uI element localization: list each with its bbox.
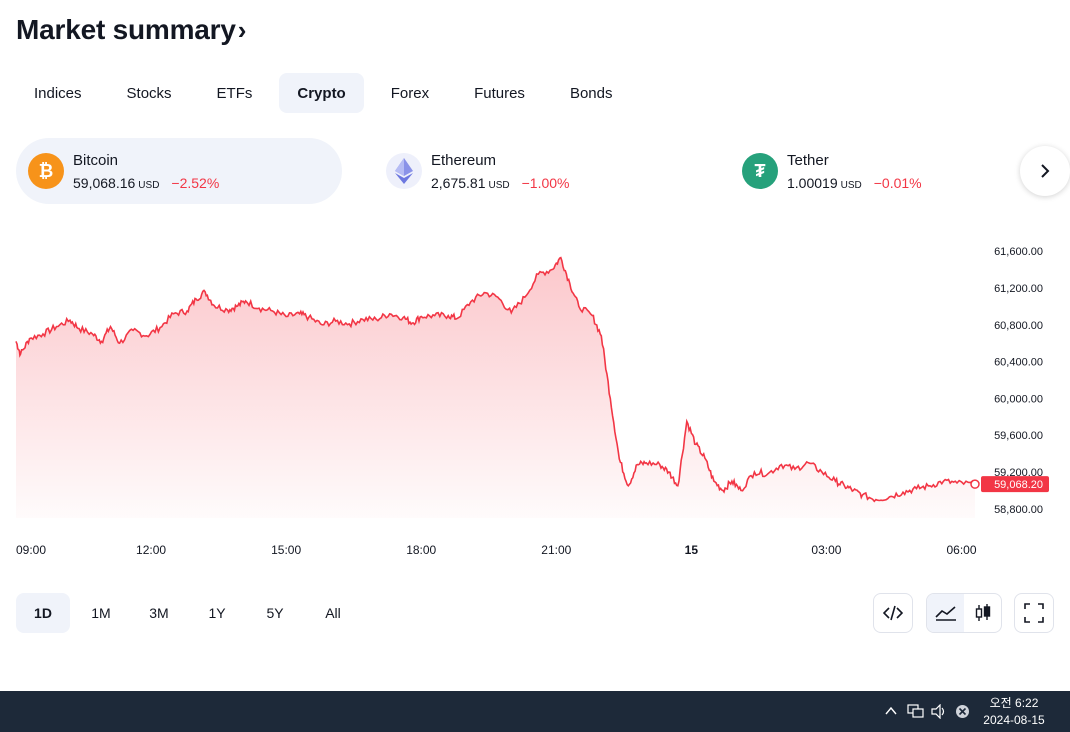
x-tick-label: 06:00 [946, 543, 976, 557]
range-label: 3M [149, 605, 169, 621]
ticker-strip: ₿ Bitcoin 59,068.16 USD −2.52% Ethereum … [16, 138, 1070, 204]
x-tick-label: 15 [685, 543, 699, 557]
embed-button[interactable] [873, 593, 913, 633]
ticker-name: Tether [787, 151, 829, 169]
chart-type-toggle [926, 593, 1002, 633]
tab-label: Crypto [297, 84, 346, 102]
ticker-change: −2.52% [171, 174, 220, 191]
tab-crypto[interactable]: Crypto [279, 73, 364, 113]
area-chart-button[interactable] [927, 594, 964, 632]
y-tick-label: 61,200.00 [994, 283, 1043, 295]
y-tick-label: 59,600.00 [994, 430, 1043, 442]
y-tick-label: 60,000.00 [994, 393, 1043, 405]
volume-icon[interactable] [931, 704, 949, 719]
tether-glyph: ₮ [754, 160, 766, 181]
ticker-change: −0.01% [873, 174, 922, 191]
tab-label: Indices [34, 84, 82, 102]
ticker-price: 59,068.16 [73, 174, 136, 191]
tab-etfs[interactable]: ETFs [199, 73, 271, 113]
ticker-ethereum[interactable]: Ethereum 2,675.81 USD −1.00% [374, 138, 694, 204]
system-clock[interactable]: 오전 6:22 2024-08-15 [980, 695, 1048, 729]
y-tick-label: 61,600.00 [994, 246, 1043, 258]
x-tick-label: 03:00 [811, 543, 841, 557]
x-tick-label: 12:00 [136, 543, 166, 557]
last-price-dot [970, 479, 980, 489]
tab-forex[interactable]: Forex [373, 73, 447, 113]
range-5y-button[interactable]: 5Y [248, 593, 302, 633]
ticker-name: Ethereum [431, 151, 497, 169]
chart-series-line [15, 256, 976, 503]
network-icon[interactable] [907, 704, 925, 719]
chevron-right-icon: › [237, 14, 247, 45]
last-price-marker: 59,068.20 [970, 476, 1049, 493]
tab-label: Stocks [126, 84, 172, 102]
tab-bonds[interactable]: Bonds [552, 73, 631, 113]
clock-date: 2024-08-15 [983, 713, 1045, 727]
x-tick-label: 09:00 [16, 543, 46, 557]
range-1m-button[interactable]: 1M [74, 593, 128, 633]
chevron-up-icon[interactable] [885, 706, 897, 716]
range-selector: 1D 1M 3M 1Y 5Y All [16, 593, 364, 633]
next-tickers-button[interactable] [1020, 146, 1070, 196]
tab-label: ETFs [216, 84, 253, 102]
y-tick-label: 60,400.00 [994, 357, 1043, 369]
ethereum-icon [386, 153, 422, 189]
y-tick-label: 58,800.00 [994, 504, 1043, 516]
range-label: 1Y [208, 605, 226, 621]
clock-time: 오전 6:22 [989, 696, 1039, 710]
page-title-text[interactable]: Market summary [16, 14, 236, 45]
ticker-tether[interactable]: ₮ Tether 1.00019 USD −0.01% [730, 138, 1010, 204]
range-label: All [325, 605, 341, 621]
chevron-right-icon [1041, 164, 1050, 178]
close-circle-icon[interactable] [955, 704, 970, 719]
last-price-badge [981, 476, 1049, 493]
y-axis-ticks: 61,600.00 61,200.00 60,800.00 60,400.00 60,0… [994, 246, 1043, 516]
last-price-label: 59,068.20 [994, 479, 1043, 491]
page-title[interactable]: Market summary › [16, 14, 246, 46]
tab-label: Forex [390, 84, 430, 102]
x-axis-ticks: 09:00 12:00 15:00 18:00 21:00 15 03:00 06:00 [16, 543, 977, 557]
fullscreen-button[interactable] [1014, 593, 1054, 633]
price-chart[interactable]: 61,600.00 61,200.00 60,800.00 60,400.00 60,0… [0, 230, 1070, 570]
ticker-change: −1.00% [521, 174, 570, 191]
tab-label: Futures [474, 84, 525, 102]
ticker-currency: USD [840, 179, 862, 191]
chart-area-fill [16, 257, 975, 518]
tab-indices[interactable]: Indices [16, 73, 100, 113]
range-3m-button[interactable]: 3M [132, 593, 186, 633]
range-label: 5Y [266, 605, 284, 621]
ticker-price: 1.00019 [787, 174, 838, 191]
os-taskbar: 오전 6:22 2024-08-15 [0, 691, 1070, 732]
bitcoin-glyph: ₿ [38, 160, 54, 181]
range-all-button[interactable]: All [306, 593, 360, 633]
range-label: 1D [34, 605, 52, 621]
fullscreen-icon [1024, 603, 1044, 623]
ticker-currency: USD [138, 179, 160, 191]
ticker-currency: USD [488, 179, 510, 191]
x-tick-label: 18:00 [406, 543, 436, 557]
tab-stocks[interactable]: Stocks [109, 73, 190, 113]
tab-futures[interactable]: Futures [456, 73, 543, 113]
range-label: 1M [91, 605, 111, 621]
range-1y-button[interactable]: 1Y [190, 593, 244, 633]
candlestick-icon [975, 604, 990, 621]
x-tick-label: 15:00 [271, 543, 301, 557]
ethereum-diamond [395, 158, 413, 184]
market-tabs: Indices Stocks ETFs Crypto Forex Futures… [16, 73, 639, 113]
y-tick-label: 59,200.00 [994, 467, 1043, 479]
candlestick-button[interactable] [964, 594, 1001, 632]
y-tick-label: 60,800.00 [994, 320, 1043, 332]
tether-icon: ₮ [742, 153, 778, 189]
area-chart-icon [934, 606, 956, 621]
ticker-price: 2,675.81 [431, 174, 486, 191]
range-1d-button[interactable]: 1D [16, 593, 70, 633]
ticker-bitcoin[interactable]: ₿ Bitcoin 59,068.16 USD −2.52% [16, 138, 342, 204]
code-icon [883, 605, 903, 621]
bitcoin-icon: ₿ [28, 153, 64, 189]
x-tick-label: 21:00 [541, 543, 571, 557]
tab-label: Bonds [569, 84, 613, 102]
ticker-name: Bitcoin [73, 151, 119, 169]
